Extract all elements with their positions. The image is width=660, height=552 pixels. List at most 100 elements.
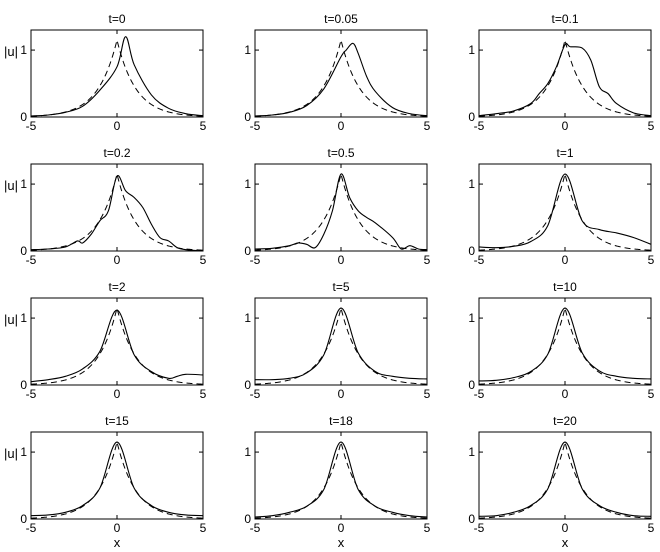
y-tick-label: 0 [244,512,251,526]
panel-1: t=0-5 0 501|u| [4,12,207,133]
axes-box [478,297,652,386]
axes-box [478,29,652,118]
x-tick-label: 5 [648,521,655,535]
y-tick-label: 0 [244,110,251,124]
panel-3: t=0.1-5 0 501 [468,12,654,133]
axes-box [254,29,428,118]
x-tick-label: 0 [114,521,121,535]
dashed-reference-line [479,39,651,117]
panel-title: t=15 [105,414,129,428]
panel-8: t=5-5 0 501 [244,280,430,401]
y-tick-label: 1 [244,445,251,459]
solid-solution-line [31,175,203,251]
y-tick-label: 0 [468,110,475,124]
x-tick-label: -5 [26,387,37,401]
x-tick-label: 0 [562,387,569,401]
dashed-reference-line [255,441,427,519]
y-axis-label: |u| [4,44,18,59]
x-tick-label: 5 [648,387,655,401]
x-tick-label: -5 [474,119,485,133]
y-tick-label: 1 [20,311,27,325]
dashed-reference-line [31,441,203,519]
x-tick-label: -5 [26,521,37,535]
y-tick-label: 1 [468,177,475,191]
x-tick-label: 0 [338,387,345,401]
y-tick-label: 0 [20,512,27,526]
dashed-reference-line [31,173,203,251]
panel-title: t=0.05 [324,12,358,26]
y-axis-label: |u| [4,312,18,327]
y-tick-label: 0 [244,244,251,258]
x-tick-label: -5 [26,253,37,267]
dashed-reference-line [31,307,203,385]
axes-box [254,297,428,386]
solid-solution-line [255,173,427,251]
y-tick-label: 0 [244,378,251,392]
y-tick-label: 0 [20,110,27,124]
dashed-reference-line [255,173,427,251]
panel-10: t=15-5 0 501|u|x [4,414,207,550]
x-tick-label: 5 [200,521,207,535]
x-tick-label: 0 [562,253,569,267]
axes-box [478,163,652,252]
x-tick-label: 0 [338,119,345,133]
x-axis-label: x [562,535,569,550]
x-tick-label: 0 [338,521,345,535]
y-tick-label: 0 [20,244,27,258]
x-tick-label: 0 [114,119,121,133]
solid-solution-line [255,42,427,117]
x-tick-label: -5 [250,521,261,535]
dashed-reference-line [255,39,427,117]
y-axis-label: |u| [4,178,18,193]
y-tick-label: 1 [468,445,475,459]
panel-7: t=2-5 0 501|u| [4,280,207,401]
y-tick-label: 1 [468,43,475,57]
solid-solution-line [255,441,427,518]
x-tick-label: 5 [648,119,655,133]
panel-title: t=1 [556,146,573,160]
x-axis-label: x [114,535,121,550]
x-tick-label: -5 [474,387,485,401]
axes-box [254,431,428,520]
solid-solution-line [31,36,203,117]
solid-solution-line [479,441,651,517]
x-tick-label: 0 [562,119,569,133]
axes-box [30,297,204,386]
x-tick-label: 0 [114,253,121,267]
axes-box [30,29,204,118]
x-tick-label: -5 [250,119,261,133]
x-tick-label: -5 [250,387,261,401]
panel-title: t=0.5 [327,146,354,160]
x-tick-label: 5 [200,119,207,133]
y-tick-label: 1 [468,311,475,325]
x-tick-label: 5 [200,253,207,267]
panel-title: t=0.1 [551,12,578,26]
x-tick-label: 5 [424,387,431,401]
axes-box [478,431,652,520]
solid-solution-line [479,173,651,249]
solid-solution-line [479,42,651,117]
x-tick-label: 0 [338,253,345,267]
x-axis-label: x [338,535,345,550]
y-tick-label: 0 [468,378,475,392]
solid-solution-line [31,309,203,383]
panel-title: t=18 [329,414,353,428]
panel-title: t=2 [108,280,125,294]
x-tick-label: 5 [424,253,431,267]
x-tick-label: 5 [424,119,431,133]
y-tick-label: 1 [20,177,27,191]
axes-box [30,431,204,520]
panel-9: t=10-5 0 501 [468,280,654,401]
panel-2: t=0.05-5 0 501 [244,12,430,133]
solid-solution-line [479,307,651,382]
panel-title: t=20 [553,414,577,428]
x-tick-label: -5 [26,119,37,133]
y-tick-label: 1 [20,43,27,57]
y-tick-label: 0 [468,512,475,526]
y-tick-label: 0 [20,378,27,392]
x-tick-label: 0 [562,521,569,535]
y-tick-label: 1 [244,177,251,191]
dashed-reference-line [255,307,427,385]
